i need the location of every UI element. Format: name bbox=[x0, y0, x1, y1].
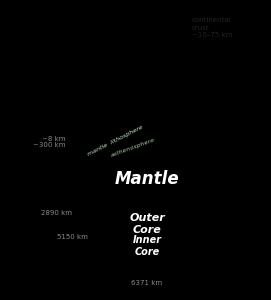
Text: 2890 km: 2890 km bbox=[41, 210, 72, 216]
Wedge shape bbox=[60, 275, 234, 300]
Text: continental
crust
~10–75 km: continental crust ~10–75 km bbox=[192, 17, 232, 38]
Text: mantle  lithosphere: mantle lithosphere bbox=[86, 125, 143, 157]
Text: asthenosphere: asthenosphere bbox=[111, 137, 156, 158]
Wedge shape bbox=[64, 275, 230, 300]
Wedge shape bbox=[69, 275, 225, 300]
Text: Inner
Core: Inner Core bbox=[133, 235, 162, 257]
Text: Outer
Core: Outer Core bbox=[129, 213, 165, 235]
Text: ~8 km: ~8 km bbox=[42, 136, 65, 142]
Wedge shape bbox=[103, 275, 191, 300]
Text: Mantle: Mantle bbox=[115, 170, 179, 188]
Text: 5150 km: 5150 km bbox=[57, 234, 88, 240]
Text: 6371 km: 6371 km bbox=[131, 280, 163, 286]
Wedge shape bbox=[56, 275, 238, 300]
Text: ~300 km: ~300 km bbox=[33, 142, 65, 148]
Wedge shape bbox=[122, 275, 172, 300]
